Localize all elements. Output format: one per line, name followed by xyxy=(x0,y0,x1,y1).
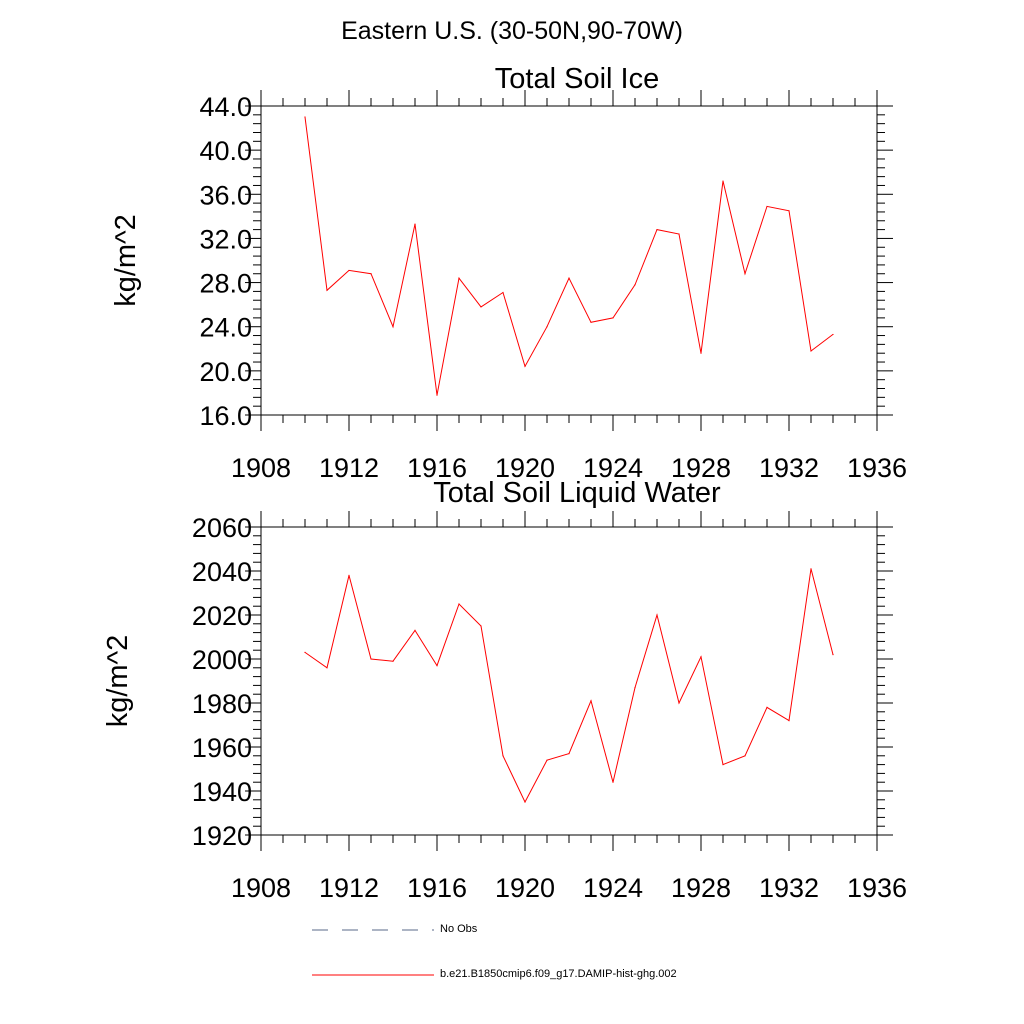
x-tick-label: 1932 xyxy=(759,453,819,483)
data-point xyxy=(304,116,306,118)
x-tick-label: 1908 xyxy=(231,453,291,483)
data-point xyxy=(700,656,702,658)
x-tick-label: 1924 xyxy=(583,453,643,483)
data-point xyxy=(722,180,724,182)
chart-panel-1: Total Soil Ice kg/m^2 1908 1912 1916 1920 1924… xyxy=(110,63,907,483)
y-tick-label: 2060 xyxy=(192,513,252,543)
data-point xyxy=(370,273,372,275)
x-tick-label: 1928 xyxy=(671,873,731,903)
data-point xyxy=(612,317,614,319)
data-point xyxy=(612,781,614,783)
data-point xyxy=(766,706,768,709)
data-point xyxy=(634,687,636,689)
x-tick-label: 1936 xyxy=(847,873,907,903)
data-point xyxy=(678,702,680,704)
data-point xyxy=(832,654,834,656)
data-point xyxy=(414,629,416,632)
plot-frame xyxy=(260,105,878,416)
data-point xyxy=(656,614,658,616)
y-tick-label: 28.0 xyxy=(199,269,252,299)
series-line xyxy=(304,116,834,396)
y-axis-label: kg/m^2 xyxy=(102,635,134,728)
data-point xyxy=(436,394,438,396)
data-point xyxy=(832,333,834,336)
x-tick-label: 1916 xyxy=(407,873,467,903)
data-point xyxy=(634,284,636,286)
x-tick-label: 1912 xyxy=(319,453,379,483)
y-tick-label: 2040 xyxy=(192,557,252,587)
data-point xyxy=(304,651,306,654)
plot-frame xyxy=(260,526,878,836)
x-tick-label: 1920 xyxy=(495,873,555,903)
data-point xyxy=(414,223,416,225)
data-point xyxy=(348,574,350,577)
data-point xyxy=(458,603,460,605)
y-tick-label: 44.0 xyxy=(199,92,252,122)
data-point xyxy=(656,229,658,231)
data-point xyxy=(458,277,460,279)
data-point xyxy=(392,326,394,328)
data-point xyxy=(568,753,570,755)
data-point xyxy=(348,269,350,272)
data-point xyxy=(326,667,328,669)
y-tick-label: 2000 xyxy=(192,645,252,675)
y-tick-label: 1920 xyxy=(192,821,252,851)
data-point xyxy=(700,352,702,354)
data-point xyxy=(480,306,482,308)
data-point xyxy=(590,700,592,702)
data-point xyxy=(766,205,768,208)
data-point xyxy=(436,665,438,667)
chart-title: Total Soil Liquid Water xyxy=(433,477,721,509)
series-line xyxy=(304,568,834,804)
y-axis-label: kg/m^2 xyxy=(110,214,142,307)
y-tick-label: 16.0 xyxy=(199,401,252,431)
y-tick-label: 1980 xyxy=(192,689,252,719)
y-tick-label: 32.0 xyxy=(199,224,252,254)
y-tick-label: 40.0 xyxy=(199,136,252,166)
data-point xyxy=(392,660,394,662)
x-tick-label: 1912 xyxy=(319,873,379,903)
x-tick-label: 1916 xyxy=(407,453,467,483)
figure-title: Eastern U.S. (30-50N,90-70W) xyxy=(341,17,683,45)
y-tick-label: 36.0 xyxy=(199,180,252,210)
data-point xyxy=(326,289,328,291)
data-point xyxy=(502,291,504,294)
chart-panel-2: Total Soil Liquid Water kg/m^2 1908 1912 191… xyxy=(102,477,907,903)
x-tick-label: 1924 xyxy=(583,873,643,903)
data-point xyxy=(590,321,592,323)
x-tick-label: 1928 xyxy=(671,453,731,483)
data-point xyxy=(810,568,812,570)
data-point xyxy=(568,277,570,279)
data-point xyxy=(546,759,548,761)
data-point xyxy=(370,658,372,660)
data-point xyxy=(480,625,482,627)
y-tick-label: 20.0 xyxy=(199,357,252,387)
y-tick-label: 2020 xyxy=(192,601,252,631)
chart-title: Total Soil Ice xyxy=(495,63,659,95)
data-point xyxy=(744,273,746,275)
data-point xyxy=(678,233,680,235)
y-tick-label: 1960 xyxy=(192,733,252,763)
x-tick-label: 1932 xyxy=(759,873,819,903)
x-tick-label: 1908 xyxy=(231,873,291,903)
x-tick-label: 1920 xyxy=(495,453,555,483)
y-tick-label: 24.0 xyxy=(199,313,252,343)
data-point xyxy=(546,326,548,328)
data-point xyxy=(810,350,812,352)
data-point xyxy=(744,755,746,757)
data-point xyxy=(788,720,790,722)
data-point xyxy=(788,210,790,212)
data-point xyxy=(524,365,526,368)
x-tick-label: 1936 xyxy=(847,453,907,483)
data-point xyxy=(524,801,526,803)
data-point xyxy=(502,755,504,757)
y-tick-label: 1940 xyxy=(192,777,252,807)
data-point xyxy=(722,764,724,766)
